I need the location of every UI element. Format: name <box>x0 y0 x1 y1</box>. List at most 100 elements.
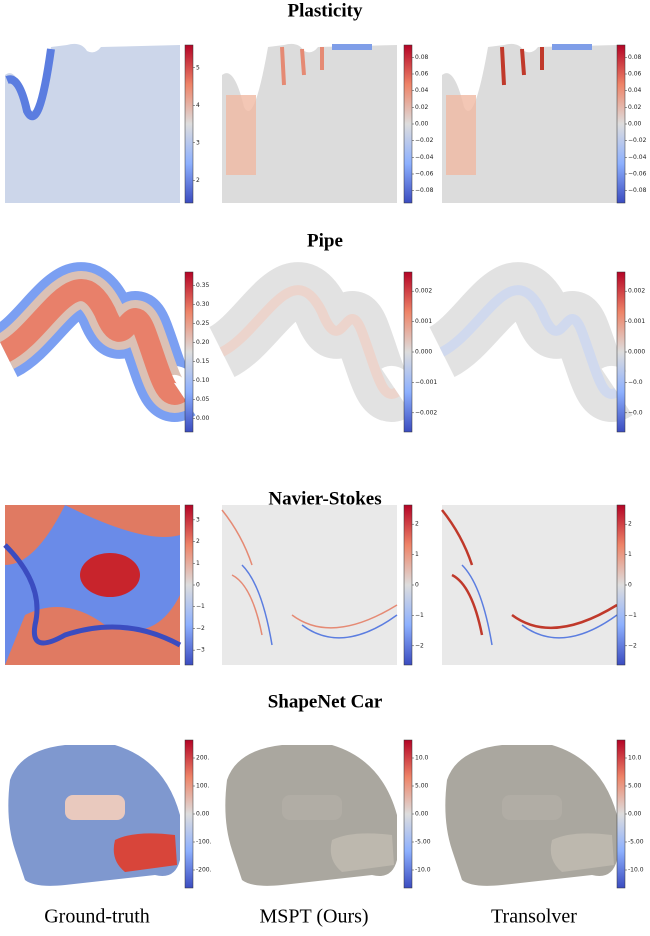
ns-diff-blue <box>461 564 618 646</box>
plasticity-high <box>5 48 55 121</box>
colorbar-label: −0.04 <box>415 154 434 161</box>
column-label: Transolver <box>491 906 577 928</box>
colorbar-label: 0.05 <box>196 396 210 403</box>
colorbar-label: 1 <box>415 551 419 558</box>
colorbar-label: 0.04 <box>628 87 642 94</box>
colorbar-label: 0.15 <box>196 358 210 365</box>
colorbar-label: 1 <box>196 560 200 567</box>
colorbar-label: −0.04 <box>628 154 647 161</box>
ns-field <box>442 505 617 665</box>
colorbar-label: −0.0 <box>628 379 643 386</box>
colorbar-label: 0.06 <box>415 71 429 78</box>
car-front <box>550 833 614 872</box>
colorbar-label: 100. <box>196 783 209 790</box>
colorbar-label: 0.06 <box>628 71 642 78</box>
ns-diff <box>441 509 618 636</box>
car-front <box>113 833 177 872</box>
panel <box>427 262 633 422</box>
diff-stripes <box>500 46 544 86</box>
plasticity-field <box>5 43 180 203</box>
colorbar-label: 2 <box>415 521 419 528</box>
colorbar <box>184 739 194 889</box>
colorbar-label: 2 <box>196 177 200 184</box>
plasticity-field <box>222 43 397 203</box>
colorbar <box>616 44 626 204</box>
colorbar-label: −0.06 <box>628 171 647 178</box>
colorbar <box>616 504 626 666</box>
colorbar-label: −0.08 <box>415 187 434 194</box>
colorbar-label: 1 <box>628 551 632 558</box>
pipe-diff <box>219 285 400 399</box>
panel <box>225 745 397 886</box>
column-label: MSPT (Ours) <box>259 906 368 928</box>
colorbar-label: 0.002 <box>628 288 645 295</box>
colorbar <box>403 504 413 666</box>
colorbar-label: 0.00 <box>415 121 429 128</box>
colorbar-label: −0.06 <box>415 171 434 178</box>
colorbar-label: −0.08 <box>628 187 647 194</box>
section-title: Plasticity <box>288 0 363 21</box>
car-front <box>330 833 394 872</box>
panel <box>221 505 398 665</box>
colorbar-label: 0.08 <box>628 54 642 61</box>
colorbar-label: 0.20 <box>196 339 210 346</box>
colorbar-label: -100. <box>196 839 212 846</box>
colorbar-label: -200. <box>196 867 212 874</box>
panel <box>207 262 413 422</box>
colorbar-label: −2 <box>196 625 205 632</box>
colorbar-label: 0.000 <box>415 349 432 356</box>
car-roof <box>502 795 562 820</box>
diff-stripes <box>280 46 324 86</box>
colorbar <box>616 739 626 889</box>
colorbar-label: 5.00 <box>628 783 642 790</box>
colorbar <box>403 739 413 889</box>
colorbar-label: −3 <box>196 647 205 654</box>
colorbar-label: 0.35 <box>196 282 210 289</box>
colorbar-label: 0.02 <box>415 104 429 111</box>
colorbar-label: 0.00 <box>628 811 642 818</box>
colorbar-label: -10.0 <box>415 867 431 874</box>
colorbar-label: 2 <box>628 521 632 528</box>
colorbar-label: −1 <box>415 612 424 619</box>
ns-band <box>3 543 182 648</box>
colorbar-label: 0.10 <box>196 377 210 384</box>
colorbar <box>403 44 413 204</box>
diff-red <box>446 95 476 175</box>
colorbar-label: 0.02 <box>628 104 642 111</box>
colorbar-label: 3 <box>196 139 200 146</box>
colorbar-label: 0 <box>628 582 632 589</box>
colorbar-label: -10.0 <box>628 867 644 874</box>
diff-red <box>226 95 256 175</box>
colorbar <box>184 44 194 204</box>
section-title: Pipe <box>307 230 343 251</box>
ns-diff <box>221 509 398 636</box>
colorbar-label: 200. <box>196 755 209 762</box>
panel <box>0 262 196 422</box>
panel <box>3 505 182 665</box>
colorbar-label: −0.02 <box>628 137 647 144</box>
colorbar-label: 0.002 <box>415 288 432 295</box>
section-title: Navier-Stokes <box>268 488 381 509</box>
panel <box>441 505 618 665</box>
colorbar-label: 4 <box>196 102 200 109</box>
colorbar <box>184 271 194 433</box>
colorbar-label: -5.00 <box>628 839 644 846</box>
car-roof <box>65 795 125 820</box>
colorbar <box>403 271 413 433</box>
colorbar-label: 0.000 <box>628 349 645 356</box>
colorbar-label: 0.04 <box>415 87 429 94</box>
colorbar-label: 3 <box>196 516 200 523</box>
colorbar-label: −0.002 <box>415 409 437 416</box>
panel <box>5 43 180 203</box>
column-label: Ground-truth <box>44 906 150 928</box>
pipe-diff <box>439 285 620 399</box>
colorbar-label: 0 <box>415 582 419 589</box>
section-title: ShapeNet Car <box>268 691 383 712</box>
colorbar-label: 0.00 <box>196 415 210 422</box>
colorbar-label: 0.00 <box>196 811 210 818</box>
panel <box>8 745 181 886</box>
colorbar-label: −2 <box>415 642 424 649</box>
colorbar-label: 0.00 <box>415 811 429 818</box>
panel <box>222 43 397 203</box>
colorbar-label: 0.30 <box>196 301 210 308</box>
